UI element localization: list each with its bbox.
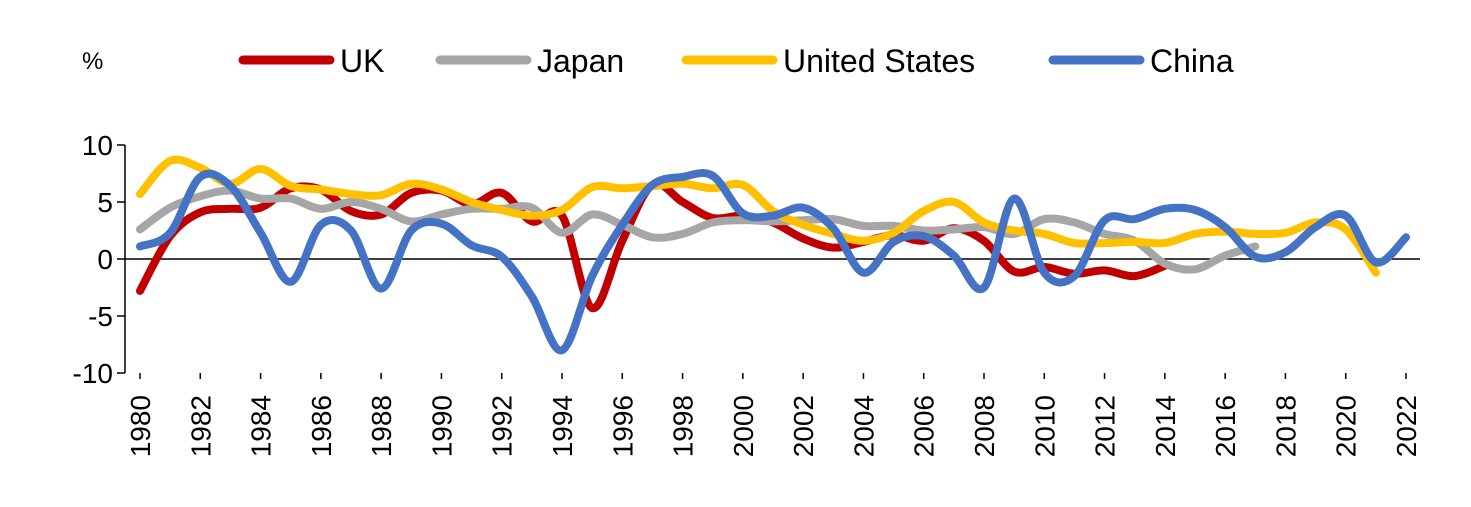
x-tick-label: 1990 [426,395,457,457]
x-tick-label: 2012 [1090,395,1121,457]
x-ticks: 1980 1982 1984 1986 1988 1990 1992 1994 1996 1998… [125,373,1422,457]
y-tick-label: -10 [73,358,113,389]
series-line-united-states [136,155,1380,277]
x-tick-label: 2016 [1210,395,1241,457]
y-ticks: -10 -5 0 5 10 [73,130,125,389]
y-tick-label: -5 [88,301,113,332]
x-tick-label: 2022 [1391,395,1422,457]
x-tick-label: 2018 [1270,395,1301,457]
x-tick-label: 2010 [1029,395,1060,457]
x-tick-label: 1982 [185,395,216,457]
x-tick-label: 2008 [969,395,1000,457]
unit-label: % [82,48,103,75]
legend-label-japan: Japan [537,43,624,79]
x-tick-label: 1994 [547,395,578,457]
legend-label-united-states: United States [783,43,975,79]
x-tick-label: 2014 [1150,395,1181,457]
series-line-china [136,169,1410,355]
x-tick-label: 1988 [366,395,397,457]
x-tick-label: 2006 [909,395,940,457]
x-tick-label: 1996 [607,395,638,457]
x-tick-label: 2020 [1331,395,1362,457]
x-tick-label: 1986 [306,395,337,457]
legend: % UK Japan United States China [82,43,1234,79]
y-tick-label: 0 [97,244,113,275]
y-tick-label: 5 [97,187,113,218]
series-lines [136,155,1410,355]
legend-label-uk: UK [340,43,384,79]
x-tick-label: 2004 [848,395,879,457]
x-tick-label: 1998 [668,395,699,457]
x-tick-label: 1984 [246,395,277,457]
x-tick-label: 1992 [487,395,518,457]
x-tick-label: 2000 [728,395,759,457]
x-tick-label: 2002 [788,395,819,457]
y-tick-label: 10 [82,130,113,161]
x-tick-label: 1980 [125,395,156,457]
series-line-japan [136,186,1260,274]
legend-label-china: China [1150,43,1234,79]
